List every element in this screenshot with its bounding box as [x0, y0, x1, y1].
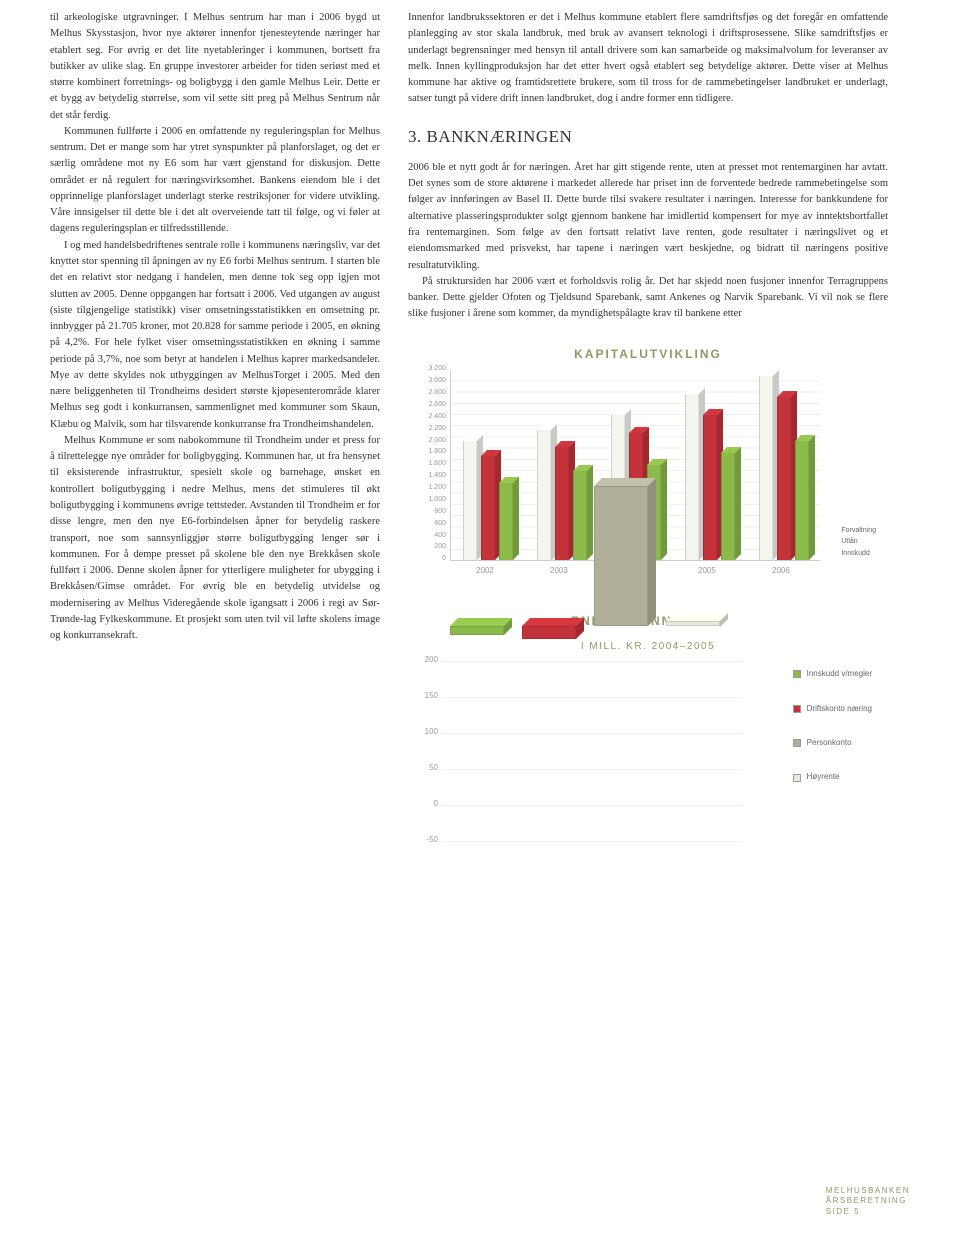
right-column: Innenfor landbrukssektoren er det i Melh… [408, 10, 888, 862]
left-p2: Kommunen fullførte i 2006 en omfattende … [50, 124, 380, 238]
chart1-title: KAPITALUTVIKLING [408, 345, 888, 364]
left-p3: I og med handelsbedriftenes sentrale rol… [50, 238, 380, 433]
page-footer: MELHUSBANKEN ÅRSBERETNING SIDE 5 [826, 1186, 910, 1217]
footer-l2: ÅRSBERETNING [826, 1196, 910, 1206]
left-column: til arkeologiske utgravninger. I Melhus … [50, 10, 380, 862]
left-p1: til arkeologiske utgravninger. I Melhus … [50, 10, 380, 124]
footer-l1: MELHUSBANKEN [826, 1186, 910, 1196]
left-p4: Melhus Kommune er som nabokommune til Tr… [50, 433, 380, 644]
chart-endring-innskudd: ENDRING INNSKUDD I MILL. KR. 2004–2005 -… [408, 612, 888, 862]
footer-l3: SIDE 5 [826, 1207, 910, 1217]
section-heading: 3. BANKNÆRINGEN [408, 124, 888, 150]
right-p2: 2006 ble et nytt godt år for næringen. Å… [408, 160, 888, 274]
right-p3: På struktursiden har 2006 vært et forhol… [408, 274, 888, 323]
right-p1: Innenfor landbrukssektoren er det i Melh… [408, 10, 888, 108]
chart2-subtitle: I MILL. KR. 2004–2005 [408, 639, 888, 655]
